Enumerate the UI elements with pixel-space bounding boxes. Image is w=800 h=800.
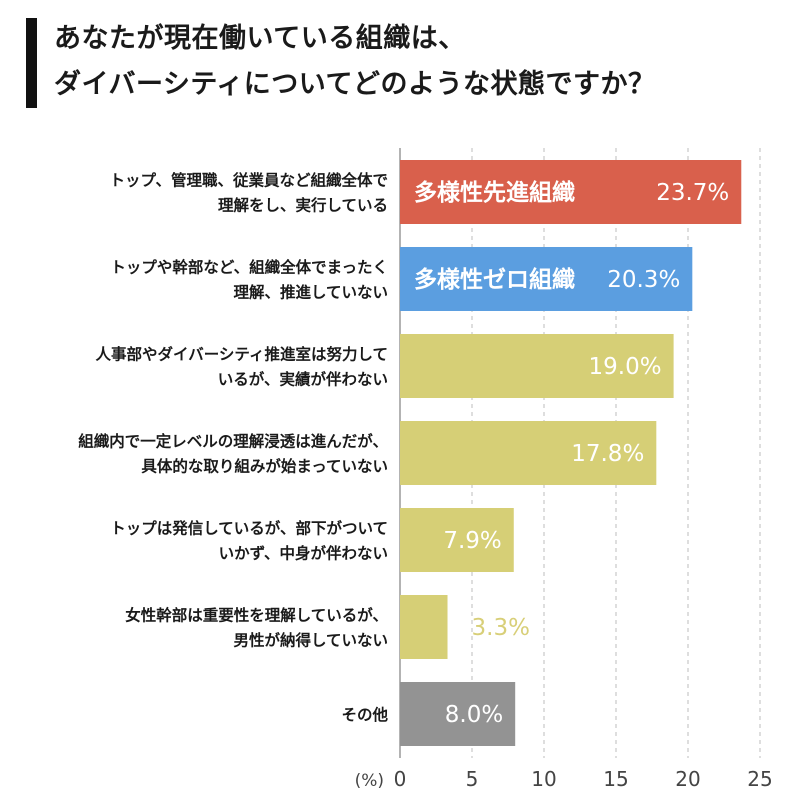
category-label-1-line-2: 理解をし、実行している <box>218 196 388 215</box>
x-tick-label-0: 0 <box>394 767 407 791</box>
x-tick-label-10: 10 <box>531 767 556 791</box>
x-tick-label-20: 20 <box>675 767 700 791</box>
bar-1-value-label: 23.7% <box>656 180 729 206</box>
category-label-3: 人事部やダイバーシティ推進室は努力しているが、実績が伴わない <box>96 345 389 389</box>
bar-2-value-label: 20.3% <box>607 267 680 293</box>
bar-2 <box>400 247 693 311</box>
bar-5-value-label: 7.9% <box>443 528 501 554</box>
x-tick-label-25: 25 <box>747 767 772 791</box>
chart-title-line-2: ダイバーシティについてどのような状態ですか？ <box>54 69 656 100</box>
category-label-6-line-1: 女性幹部は重要性を理解しているが、 <box>125 606 388 625</box>
category-label-6-line-2: 男性が納得していない <box>233 631 388 650</box>
bar-7 <box>400 682 516 746</box>
category-label-4-line-1: 組織内で一定レベルの理解浸透は進んだが、 <box>78 432 388 451</box>
x-axis-unit: (%) <box>355 771 384 791</box>
category-label-2-line-1: トップや幹部など、組織全体でまったく <box>110 258 388 277</box>
bar-6-value-label: 3.3% <box>472 615 530 641</box>
category-labels: トップ、管理職、従業員など組織全体で理解をし、実行しているトップや幹部など、組織… <box>78 171 388 725</box>
bars: 多様性先進組織 23.7% 多様性ゼロ組織 20.3% 19.0% 17.8% 7.9% 3.… <box>400 160 742 746</box>
chart-title-line-1: あなたが現在働いている組織は、 <box>54 23 466 54</box>
category-label-7: その他 <box>341 705 388 724</box>
x-tick-label-15: 15 <box>603 767 628 791</box>
bar-5 <box>400 508 514 572</box>
x-tick-label-5: 5 <box>466 767 479 791</box>
category-label-1-line-1: トップ、管理職、従業員など組織全体で <box>109 171 388 190</box>
category-label-4: 組織内で一定レベルの理解浸透は進んだが、具体的な取り組みが始まっていない <box>78 432 388 476</box>
bar-7-value-label: 8.0% <box>445 702 503 728</box>
chart-title: あなたが現在働いている組織は、 ダイバーシティについてどのような状態ですか？ <box>54 16 794 108</box>
category-label-3-line-1: 人事部やダイバーシティ推進室は努力して <box>96 345 389 364</box>
category-label-5: トップは発信しているが、部下がついていかず、中身が伴わない <box>110 519 388 563</box>
bar-1 <box>400 160 742 224</box>
bar-4 <box>400 421 657 485</box>
category-label-7-line-1: その他 <box>341 705 388 724</box>
bar-4-value-label: 17.8% <box>571 441 644 467</box>
category-label-3-line-2: いるが、実績が伴わない <box>218 370 388 389</box>
category-label-4-line-2: 具体的な取り組みが始まっていない <box>141 457 388 476</box>
x-axis: 0 5 10 15 20 25 (%) <box>355 767 773 791</box>
title-accent-bar <box>26 18 37 108</box>
category-label-5-line-1: トップは発信しているが、部下がついて <box>110 519 388 538</box>
bar-3 <box>400 334 674 398</box>
bar-2-segment-name: 多様性ゼロ組織 <box>414 266 575 293</box>
bar-1-segment-name: 多様性先進組織 <box>414 179 575 206</box>
bar-3-value-label: 19.0% <box>589 354 662 380</box>
category-label-2: トップや幹部など、組織全体でまったく理解、推進していない <box>110 258 388 302</box>
category-label-2-line-2: 理解、推進していない <box>233 283 388 302</box>
category-label-6: 女性幹部は重要性を理解しているが、男性が納得していない <box>125 606 388 650</box>
bar-6 <box>400 595 448 659</box>
category-label-5-line-2: いかず、中身が伴わない <box>219 544 388 563</box>
category-label-1: トップ、管理職、従業員など組織全体で理解をし、実行している <box>109 171 388 215</box>
